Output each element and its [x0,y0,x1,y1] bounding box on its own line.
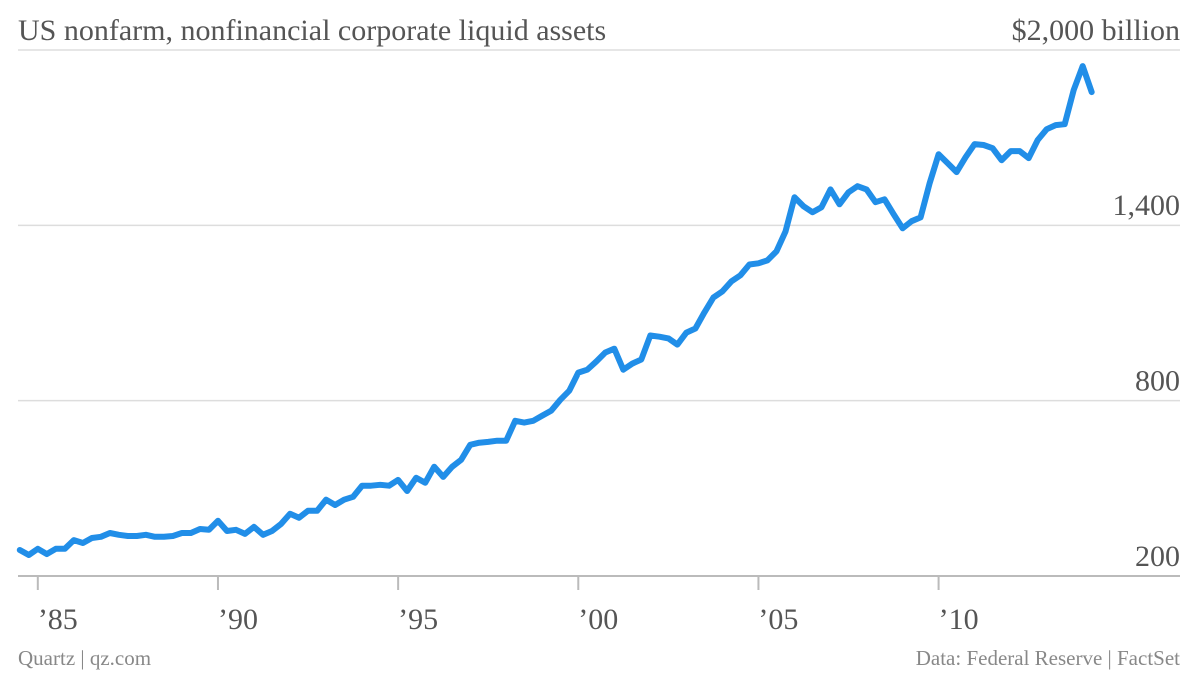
x-tick-label: ’85 [38,603,78,636]
credit: Quartz | qz.com [18,646,151,670]
x-tick-label: ’00 [578,603,618,636]
data-line [16,63,1095,558]
y-tick-label: $2,000 billion [1012,14,1180,47]
chart-title: US nonfarm, nonfinancial corporate liqui… [18,14,606,47]
x-tick-label: ’10 [939,603,979,636]
source: Data: Federal Reserve | FactSet [916,646,1180,670]
y-tick-label: 200 [1135,540,1180,573]
y-tick-label: 1,400 [1113,189,1181,222]
x-tick-label: ’95 [398,603,438,636]
x-tick-label: ’05 [758,603,798,636]
y-tick-label: 800 [1135,365,1180,398]
x-tick-label: ’90 [218,603,258,636]
